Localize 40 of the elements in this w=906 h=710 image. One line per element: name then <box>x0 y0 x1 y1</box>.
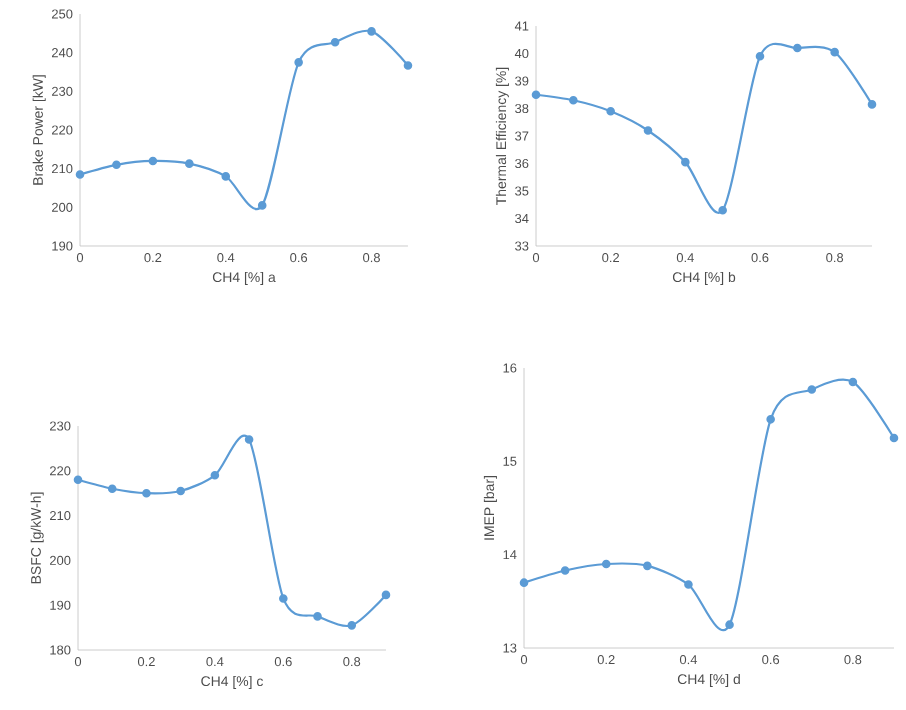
point <box>867 100 877 109</box>
point <box>142 488 151 498</box>
point <box>560 566 570 575</box>
point <box>107 484 117 494</box>
point <box>848 377 858 387</box>
point <box>294 58 303 67</box>
point <box>643 126 653 135</box>
point <box>793 43 802 53</box>
point <box>601 559 611 569</box>
point <box>279 594 288 603</box>
point <box>725 620 734 629</box>
point <box>75 170 85 179</box>
point <box>569 95 578 105</box>
point <box>73 475 83 485</box>
point <box>210 470 220 480</box>
point <box>148 156 158 166</box>
point <box>766 415 775 424</box>
point <box>889 433 899 443</box>
point <box>185 159 194 168</box>
point <box>531 90 541 100</box>
point <box>519 578 529 587</box>
point <box>381 590 391 600</box>
point <box>403 61 413 70</box>
point <box>176 486 185 496</box>
point <box>244 435 254 444</box>
point <box>112 160 121 170</box>
point <box>330 37 340 47</box>
point <box>347 621 357 630</box>
point <box>257 201 267 210</box>
point <box>643 561 652 571</box>
point <box>684 580 693 589</box>
point <box>221 172 231 181</box>
point <box>807 385 817 394</box>
point <box>681 157 690 167</box>
point <box>755 51 765 61</box>
point <box>830 47 839 57</box>
point <box>313 612 322 621</box>
point <box>367 27 376 36</box>
point <box>718 205 727 215</box>
point <box>606 106 615 116</box>
